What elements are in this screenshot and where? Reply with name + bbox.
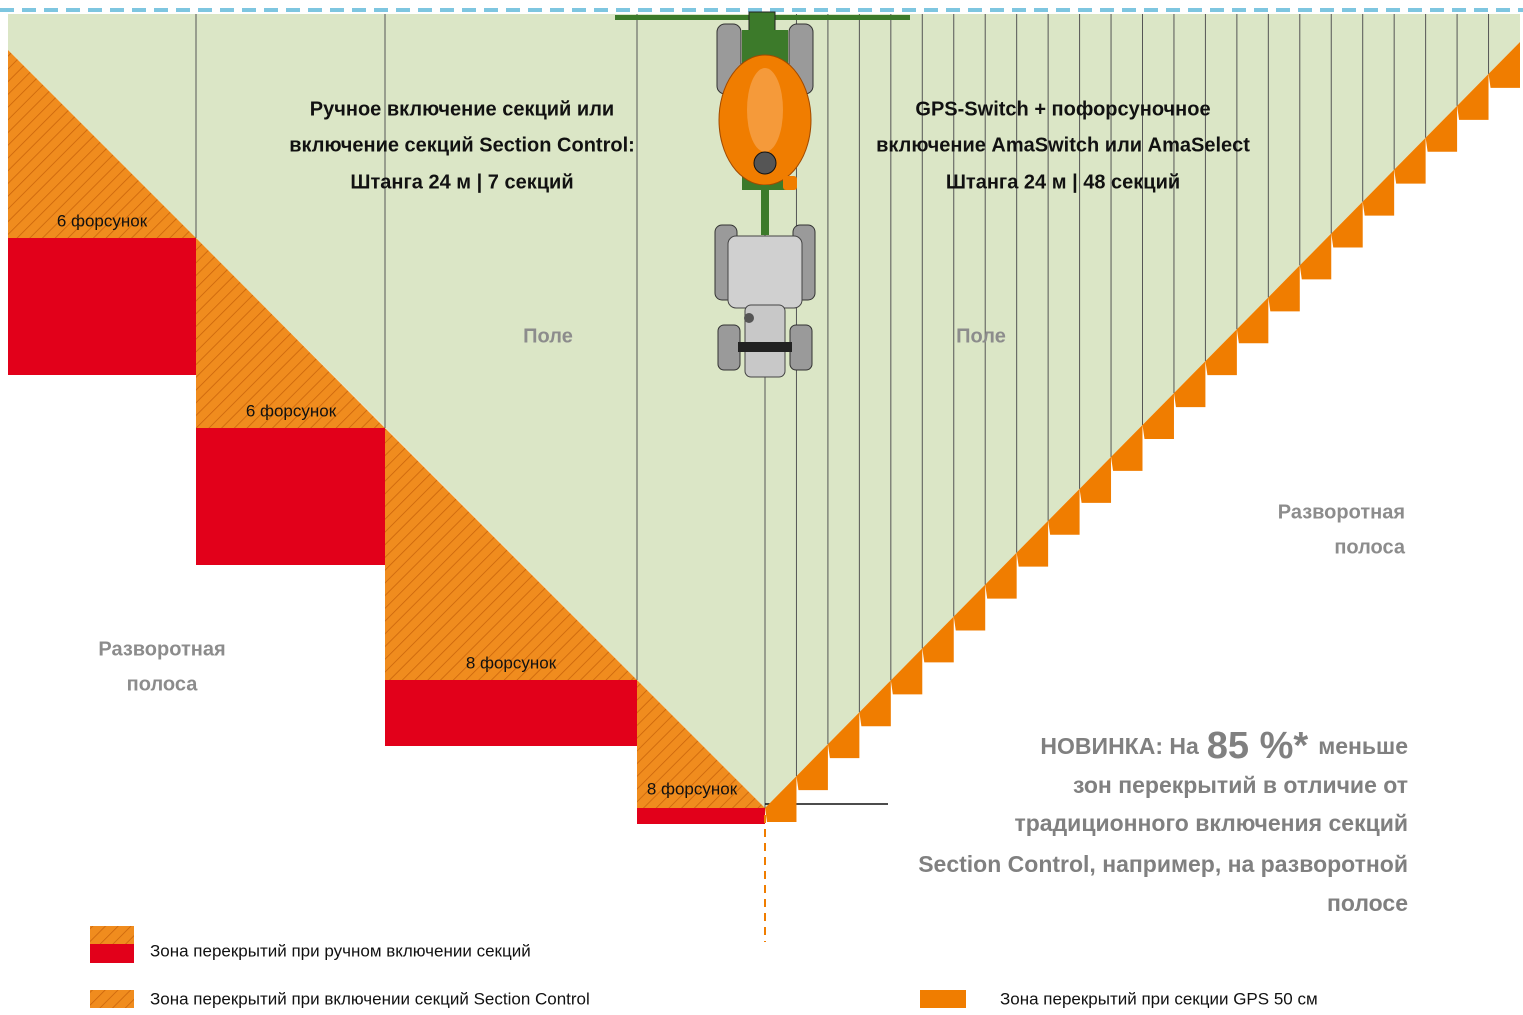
nozzle-label: 8 форсунок — [466, 653, 557, 672]
left-title: Ручное включение секций или — [310, 98, 614, 120]
left-title: включение секций Section Control: — [289, 134, 635, 156]
legend-swatch — [90, 990, 134, 1008]
highlight-headline: НОВИНКА: На 85 %* меньше — [1040, 725, 1408, 767]
nozzle-label: 6 форсунок — [57, 211, 148, 230]
highlight-line: Section Control, например, на разворотно… — [918, 851, 1408, 877]
legend-label: Зона перекрытий при включении секций Sec… — [150, 989, 590, 1008]
nozzle-label: 6 форсунок — [246, 401, 337, 420]
legend-label: Зона перекрытий при ручном включении сек… — [150, 941, 531, 960]
highlight-line: полосе — [1327, 890, 1408, 916]
diagram: Ручное включение секций или включение се… — [0, 0, 1523, 1015]
right-title: GPS-Switch + пофорсуночное — [915, 98, 1210, 120]
right-title: включение AmaSwitch или AmaSelect — [876, 134, 1250, 156]
field-label: Поле — [523, 325, 573, 347]
right-title: Штанга 24 м | 48 секций — [946, 171, 1180, 193]
legend-swatch — [90, 944, 134, 963]
headland-label: полоса — [127, 673, 199, 695]
highlight-line: зон перекрытий в отличие от — [1073, 772, 1408, 798]
left-title: Штанга 24 м | 7 секций — [350, 171, 573, 193]
legend-swatch — [90, 926, 134, 944]
headland-label: Разворотная — [1278, 501, 1405, 523]
highlight-suffix: меньше — [1318, 733, 1408, 759]
field-label: Поле — [956, 325, 1006, 347]
headland-label: Разворотная — [98, 638, 225, 660]
highlight-prefix: НОВИНКА: На — [1040, 733, 1199, 759]
nozzle-label: 8 форсунок — [647, 779, 738, 798]
highlight-line: традиционного включения секций — [1014, 810, 1408, 836]
headland-label: полоса — [1334, 536, 1406, 558]
legend-label: Зона перекрытий при секции GPS 50 см — [1000, 989, 1318, 1008]
highlight-value: 85 %* — [1207, 725, 1309, 767]
legend-swatch — [920, 990, 966, 1008]
